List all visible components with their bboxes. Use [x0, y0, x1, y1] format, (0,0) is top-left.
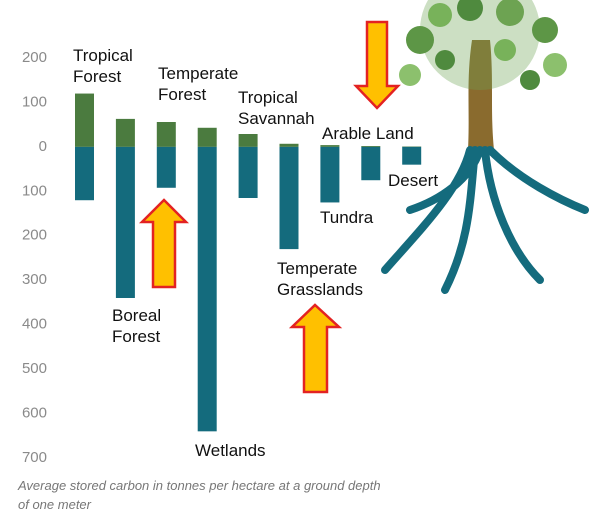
caption: Average stored carbon in tonnes per hect… — [18, 478, 381, 512]
bar — [75, 93, 94, 147]
bar — [197, 127, 217, 147]
bar — [238, 146, 258, 198]
bar — [156, 122, 176, 147]
bar — [115, 118, 135, 147]
bar — [320, 146, 340, 203]
y-tick-label: 700 — [22, 449, 47, 466]
category-label: Boreal Forest — [112, 306, 162, 346]
category-label: Tropical Savannah — [238, 88, 315, 128]
bar — [197, 146, 217, 432]
bar — [320, 145, 340, 147]
y-tick-label: 300 — [22, 271, 47, 288]
bar — [238, 134, 258, 147]
category-label: Temperate Forest — [158, 64, 239, 104]
bar — [115, 146, 135, 298]
bar — [402, 146, 422, 165]
y-tick-label: 100 — [22, 182, 47, 199]
bar — [279, 143, 299, 147]
category-label: Tropical Forest — [73, 46, 133, 86]
bar — [361, 146, 381, 147]
y-tick-label: 200 — [22, 227, 47, 244]
bar — [156, 146, 176, 188]
bar — [279, 146, 299, 250]
y-tick-label: 400 — [22, 316, 47, 333]
category-label: Wetlands — [195, 441, 266, 460]
y-tick-label: 0 — [39, 138, 47, 155]
y-tick-label: 500 — [22, 360, 47, 377]
y-tick-label: 600 — [22, 405, 47, 422]
category-label: Arable Land — [322, 124, 414, 143]
category-label: Tundra — [320, 208, 374, 227]
category-label: Desert — [388, 171, 439, 190]
y-tick-label: 100 — [22, 93, 47, 110]
bar — [361, 146, 381, 181]
category-label: Temperate Grasslands — [277, 259, 363, 299]
arrows — [138, 20, 401, 394]
tree — [381, 0, 589, 294]
y-tick-label: 200 — [22, 49, 47, 66]
bar — [75, 146, 94, 201]
